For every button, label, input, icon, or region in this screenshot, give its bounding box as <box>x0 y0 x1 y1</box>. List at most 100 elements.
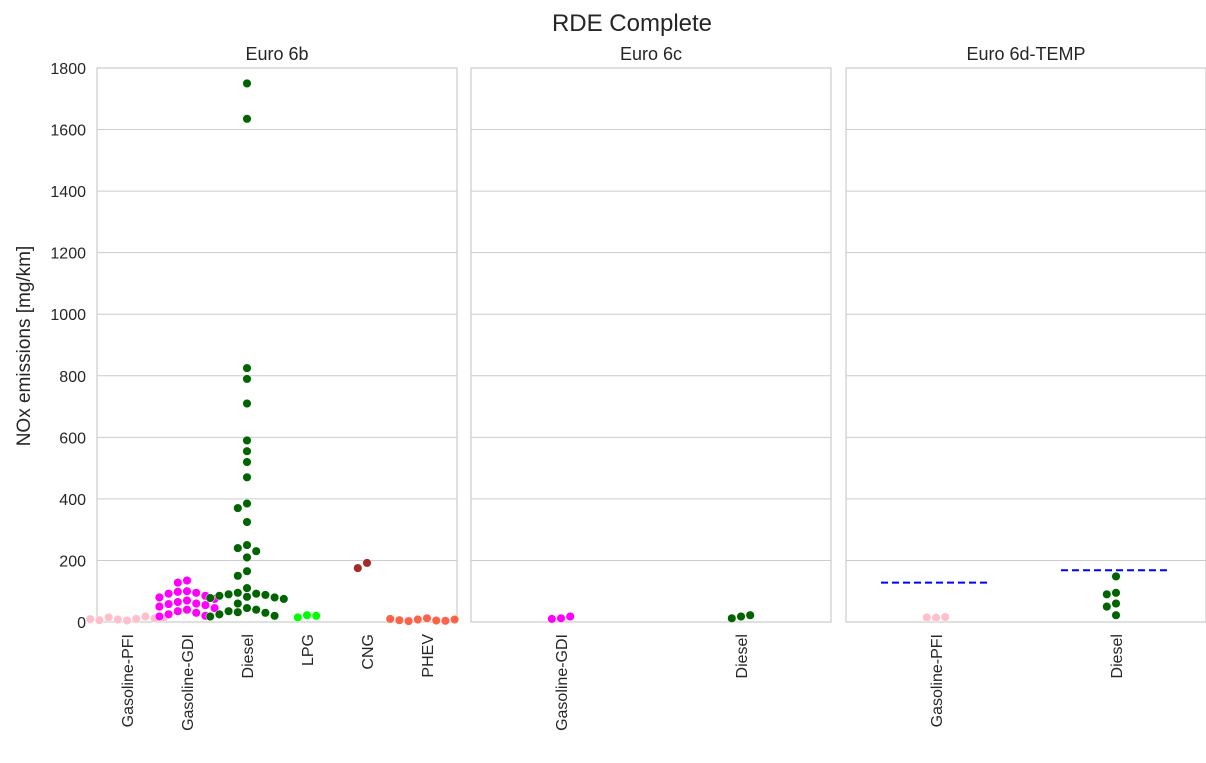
x-tick-label: Diesel <box>734 634 751 678</box>
data-point-diesel <box>1111 598 1121 609</box>
y-tick-label: 1400 <box>50 184 86 201</box>
data-point-diesel <box>242 566 252 576</box>
data-point-diesel <box>242 583 252 593</box>
data-point-diesel <box>242 363 252 373</box>
data-point-gasoline-gdi <box>164 609 174 619</box>
data-point-phev <box>431 615 441 626</box>
data-point-gasoline-gdi <box>173 587 183 597</box>
data-point-gasoline-gdi <box>154 611 164 622</box>
data-point-gasoline-gdi <box>182 575 192 586</box>
data-point-diesel <box>1111 610 1121 620</box>
data-point-gasoline-gdi <box>173 606 183 616</box>
data-point-diesel <box>233 588 243 598</box>
data-point-diesel <box>242 498 252 509</box>
data-point-diesel <box>242 374 252 384</box>
data-point-gasoline-gdi <box>154 592 164 602</box>
data-point-gasoline-gdi <box>191 598 201 609</box>
data-point-gasoline-gdi <box>173 597 183 607</box>
data-point-diesel <box>233 607 243 617</box>
data-point-gasoline-pfi <box>131 614 141 624</box>
data-point-diesel <box>242 78 252 88</box>
data-point-diesel <box>251 605 261 615</box>
data-point-phev <box>450 614 460 625</box>
data-point-lpg <box>302 610 312 620</box>
data-point-lpg <box>293 612 303 622</box>
data-point-gasoline-gdi <box>182 605 192 615</box>
data-point-diesel <box>242 552 252 562</box>
data-point-gasoline-gdi <box>164 599 174 609</box>
y-tick-label: 1800 <box>50 61 86 78</box>
data-point-diesel <box>1111 571 1121 581</box>
x-tick-label: Diesel <box>1109 634 1126 678</box>
data-point-gasoline-pfi <box>940 612 950 622</box>
data-point-gasoline-gdi <box>154 602 164 612</box>
data-point-phev <box>440 616 450 626</box>
data-point-diesel <box>214 591 224 601</box>
y-tick-label: 1000 <box>50 307 86 324</box>
y-tick-label: 600 <box>59 430 86 447</box>
data-point-diesel <box>242 114 252 124</box>
data-point-diesel <box>242 446 252 456</box>
data-point-cng <box>362 558 372 568</box>
x-tick-label: Gasoline-PFI <box>120 634 137 727</box>
data-point-diesel <box>242 540 252 550</box>
data-point-gasoline-gdi <box>210 603 220 613</box>
data-point-diesel <box>242 398 252 409</box>
data-point-gasoline-pfi <box>94 615 104 625</box>
y-tick-label: 200 <box>59 553 86 570</box>
panel-euro-6d-temp: Euro 6d-TEMP Gasoline-PFI Diesel <box>845 44 1206 727</box>
data-point-phev <box>413 614 423 625</box>
data-point-gasoline-gdi <box>200 600 210 610</box>
panel-euro-6c: Euro 6c Gasoline-GDI Diesel <box>470 44 832 731</box>
data-point-diesel <box>233 598 243 609</box>
data-point-gasoline-pfi <box>922 612 932 622</box>
data-point-gasoline-pfi <box>140 611 150 622</box>
panels-layer: Euro 6b 0 200 400 600 800 1000 1200 1400 1600 1800… <box>50 44 1206 731</box>
data-point-gasoline-gdi <box>173 578 183 588</box>
x-tick-label: Gasoline-PFI <box>929 634 946 727</box>
data-point-phev <box>394 615 404 625</box>
y-tick-label: 1200 <box>50 246 86 263</box>
x-tick-label: PHEV <box>420 634 437 678</box>
data-point-phev <box>404 616 414 626</box>
data-point-gasoline-gdi <box>191 588 201 598</box>
y-tick-label: 400 <box>59 492 86 509</box>
data-point-diesel <box>260 590 270 600</box>
data-point-cng <box>353 563 363 573</box>
data-point-diesel <box>1102 602 1112 612</box>
panel-euro-6b: Euro 6b 0 200 400 600 800 1000 1200 1400 1600 1800… <box>50 44 460 731</box>
data-point-gasoline-gdi <box>191 608 201 618</box>
x-tick-label: LPG <box>300 634 317 666</box>
data-point-gasoline-gdi <box>547 614 557 624</box>
x-tick-label: CNG <box>360 634 377 670</box>
data-point-diesel <box>260 608 270 618</box>
data-point-diesel <box>1102 589 1112 599</box>
data-point-diesel <box>270 592 280 602</box>
data-point-diesel <box>279 594 289 604</box>
data-point-gasoline-pfi <box>113 614 123 625</box>
y-axis-label: NOx emissions [mg/km] <box>14 246 35 447</box>
y-tick-label: 800 <box>59 369 86 386</box>
data-point-diesel <box>242 457 252 467</box>
panel-title: Euro 6b <box>245 44 308 64</box>
data-point-gasoline-gdi <box>164 589 174 599</box>
data-point-gasoline-gdi <box>182 586 192 596</box>
data-point-diesel <box>205 593 215 603</box>
x-tick-label: Gasoline-GDI <box>554 634 571 731</box>
data-point-diesel <box>270 611 280 621</box>
data-point-diesel <box>205 611 215 622</box>
data-point-diesel <box>242 517 252 527</box>
data-point-diesel <box>242 592 252 602</box>
y-tick-label: 0 <box>77 615 86 632</box>
data-point-diesel <box>242 472 252 482</box>
x-tick-label: Gasoline-GDI <box>180 634 197 731</box>
data-point-diesel <box>1111 588 1121 598</box>
data-point-diesel <box>242 603 252 613</box>
data-point-diesel <box>214 609 224 619</box>
chart-title: RDE Complete <box>552 10 712 37</box>
data-point-diesel <box>251 589 261 599</box>
data-point-gasoline-gdi <box>182 595 192 606</box>
panel-frame <box>845 67 1206 623</box>
data-point-gasoline-gdi <box>556 613 566 623</box>
